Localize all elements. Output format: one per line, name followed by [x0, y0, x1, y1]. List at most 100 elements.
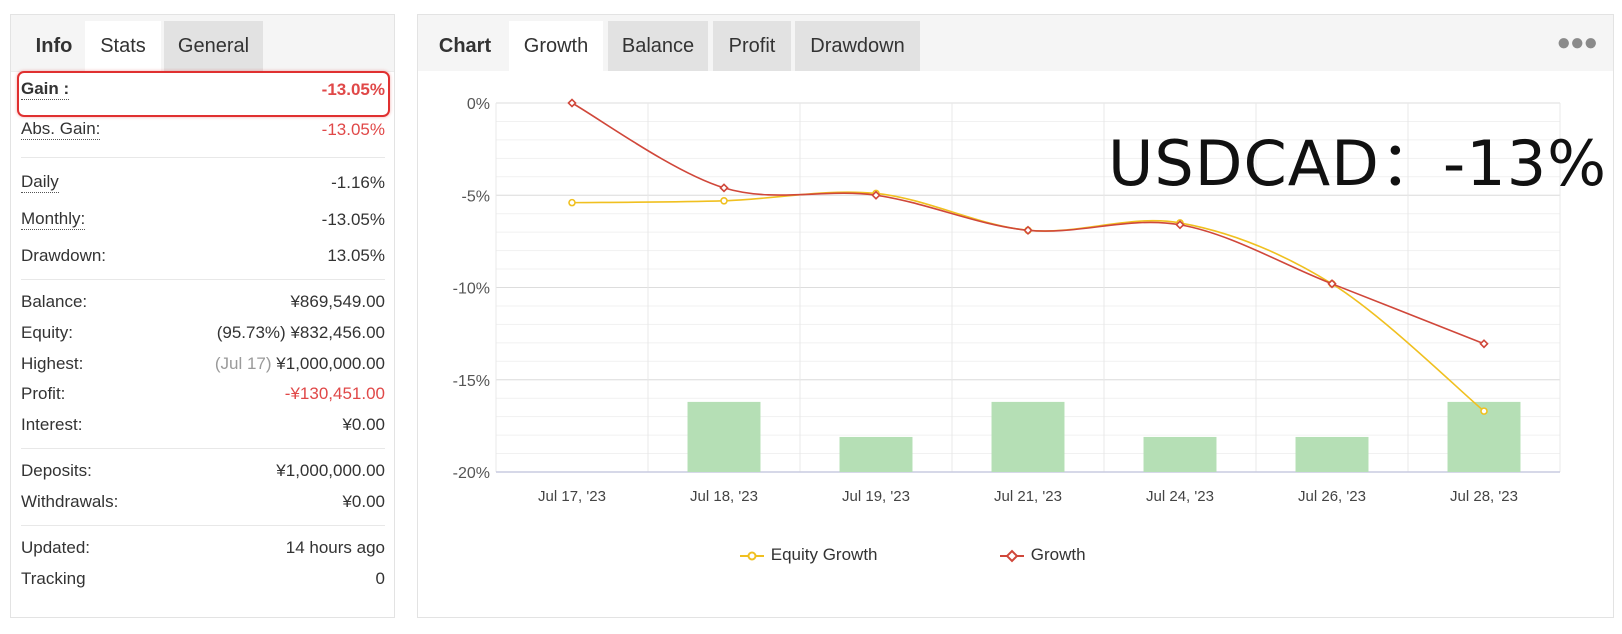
- equity-growth-point: [568, 198, 576, 207]
- drawdown-label: Drawdown:: [21, 246, 107, 265]
- legend-equity-marker: [740, 551, 764, 561]
- deposits-value: ¥1,000,000.00: [276, 461, 385, 480]
- balance-label: Balance:: [21, 292, 88, 311]
- abs-gain-value: -13.05%: [321, 120, 385, 139]
- gain-highlight-box: [17, 71, 390, 117]
- gain-row: Gain : -13.05%: [21, 75, 385, 105]
- monthly-row: Monthly: -13.05%: [21, 205, 385, 235]
- y-tick-label: -20%: [453, 465, 490, 482]
- legend-growth[interactable]: Growth: [998, 545, 1086, 565]
- highest-value: ¥1,000,000.00: [276, 354, 385, 373]
- daily-value: -1.16%: [331, 173, 385, 192]
- equity-growth-line: [571, 191, 1485, 412]
- equity-row: Equity: (95.73%) ¥832,456.00: [21, 318, 385, 348]
- x-tick-label: Jul 28, '23: [1450, 488, 1518, 505]
- divider: [21, 157, 385, 158]
- bar: [1143, 436, 1217, 472]
- monthly-value: -13.05%: [321, 210, 385, 229]
- x-tick-label: Jul 26, '23: [1298, 488, 1366, 505]
- bar: [991, 401, 1065, 472]
- updated-value: 14 hours ago: [285, 538, 385, 557]
- tracking-row: Tracking 0: [21, 564, 385, 594]
- chart-panel: Chart Growth Balance Profit Drawdown ●●●…: [417, 14, 1614, 618]
- updated-row: Updated: 14 hours ago: [21, 533, 385, 563]
- growth-point: [1175, 220, 1185, 230]
- balance-value: ¥869,549.00: [290, 292, 385, 311]
- deposits-row: Deposits: ¥1,000,000.00: [21, 456, 385, 486]
- equity-growth-point: [720, 196, 728, 205]
- growth-point: [1023, 225, 1033, 235]
- withdrawals-value: ¥0.00: [342, 492, 385, 511]
- abs-gain-row: Abs. Gain: -13.05%: [21, 115, 385, 145]
- growth-point: [871, 190, 881, 200]
- tab-stats[interactable]: Stats: [85, 21, 161, 71]
- bar: [839, 436, 913, 472]
- x-tick-label: Jul 17, '23: [538, 488, 606, 505]
- tab-balance[interactable]: Balance: [608, 21, 708, 71]
- drawdown-value: 13.05%: [327, 246, 385, 265]
- equity-value-group: (95.73%) ¥832,456.00: [217, 318, 385, 348]
- deposits-label: Deposits:: [21, 461, 92, 480]
- growth-point: [719, 183, 729, 193]
- tab-profit[interactable]: Profit: [713, 21, 791, 71]
- divider: [21, 448, 385, 449]
- tab-growth[interactable]: Growth: [509, 21, 603, 71]
- y-tick-label: -15%: [453, 373, 490, 390]
- highest-label: Highest:: [21, 354, 84, 373]
- interest-value: ¥0.00: [342, 415, 385, 434]
- x-tick-label: Jul 24, '23: [1146, 488, 1214, 505]
- x-tick-label: Jul 19, '23: [842, 488, 910, 505]
- legend-growth-marker: [1000, 549, 1024, 562]
- y-tick-label: -10%: [453, 281, 490, 298]
- divider: [21, 525, 385, 526]
- legend-equity-growth[interactable]: Equity Growth: [738, 545, 878, 565]
- highest-row: Highest: (Jul 17) ¥1,000,000.00: [21, 349, 385, 379]
- legend-growth-label: Growth: [1030, 545, 1086, 564]
- withdrawals-row: Withdrawals: ¥0.00: [21, 487, 385, 517]
- bar: [1295, 436, 1369, 472]
- tab-info: Info: [35, 35, 73, 57]
- profit-label: Profit:: [21, 384, 66, 403]
- tracking-label: Tracking: [21, 569, 86, 588]
- interest-label: Interest:: [21, 415, 83, 434]
- chart-tab-bar: Chart Growth Balance Profit Drawdown ●●●: [418, 15, 1613, 71]
- growth-chart: 0% -5% -10% -15% -20% Jul 17, '23 Jul 18, '23 J…: [453, 96, 1561, 505]
- daily-row: Daily -1.16%: [21, 168, 385, 198]
- equity-label: Equity:: [21, 323, 73, 342]
- x-tick-label: Jul 18, '23: [690, 488, 758, 505]
- drawdown-row: Drawdown: 13.05%: [21, 241, 385, 271]
- updated-label: Updated:: [21, 538, 90, 557]
- bar: [687, 401, 761, 472]
- profit-value: -¥130,451.00: [284, 384, 385, 403]
- growth-point: [1479, 339, 1489, 349]
- more-dots-icon[interactable]: ●●●: [1556, 29, 1598, 56]
- y-tick-label: 0%: [467, 96, 490, 113]
- withdrawals-label: Withdrawals:: [21, 492, 119, 511]
- y-tick-label: -5%: [462, 188, 490, 205]
- x-tick-label: Jul 21, '23: [994, 488, 1062, 505]
- balance-row: Balance: ¥869,549.00: [21, 287, 385, 317]
- tracking-value: 0: [375, 569, 385, 588]
- interest-row: Interest: ¥0.00: [21, 410, 385, 440]
- tab-chart: Chart: [438, 35, 492, 57]
- growth-point: [1327, 279, 1337, 289]
- growth-point: [567, 98, 577, 108]
- profit-row: Profit: -¥130,451.00: [21, 379, 385, 409]
- legend-equity-label: Equity Growth: [770, 545, 878, 564]
- equity-percent: (95.73%): [216, 323, 286, 342]
- highest-value-group: (Jul 17) ¥1,000,000.00: [215, 349, 385, 379]
- info-panel: Info Stats General Gain : -13.05% Abs. G…: [10, 14, 395, 618]
- daily-label[interactable]: Daily: [21, 172, 59, 193]
- equity-growth-point: [1480, 407, 1488, 415]
- highest-date: (Jul 17): [214, 354, 272, 373]
- gain-label[interactable]: Gain :: [21, 79, 70, 100]
- info-tab-bar: Info Stats General: [11, 15, 394, 72]
- tab-drawdown[interactable]: Drawdown: [795, 21, 920, 71]
- gain-value: -13.05%: [321, 80, 385, 99]
- divider: [21, 279, 385, 280]
- overlay-title: USDCAD：-13%: [1108, 127, 1608, 200]
- equity-value: ¥832,456.00: [290, 323, 385, 342]
- monthly-label[interactable]: Monthly:: [21, 209, 86, 230]
- abs-gain-label[interactable]: Abs. Gain:: [21, 119, 101, 140]
- tab-general[interactable]: General: [164, 21, 263, 71]
